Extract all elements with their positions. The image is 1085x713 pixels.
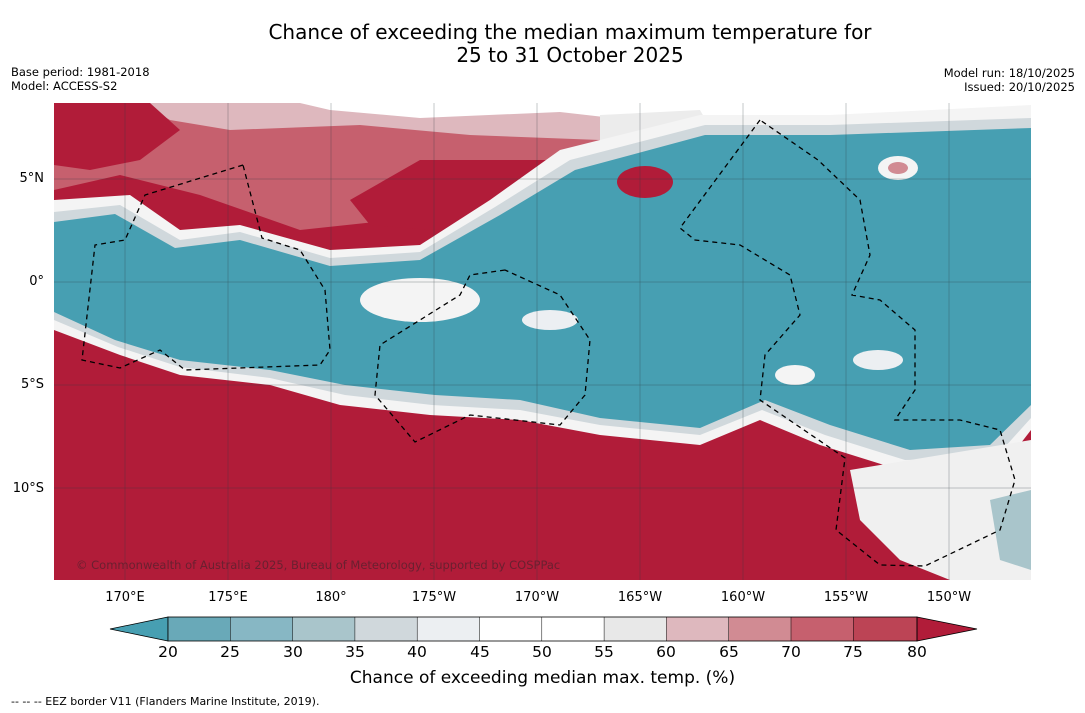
field-red-spot: [617, 166, 673, 198]
field-island-patch-4: [853, 350, 903, 370]
colorbar-outline: [167, 616, 918, 642]
colorbar-bin-40-45: [417, 617, 480, 641]
lon-label-170e: 170°E: [105, 590, 145, 605]
model-name: Model: ACCESS-S2: [11, 79, 118, 93]
title-line-1: Chance of exceeding the median maximum t…: [268, 20, 872, 44]
field-se-light: [850, 440, 1031, 580]
lon-label-170w: 170°W: [514, 590, 560, 605]
colorbar-tick-35: 35: [345, 643, 365, 661]
lon-label-175w: 175°W: [411, 590, 457, 605]
lat-label-0: 0°: [29, 274, 44, 289]
lon-label-150w: 150°W: [926, 590, 972, 605]
field-island-patch-5-core: [888, 162, 908, 174]
model-run: Model run: 18/10/2025: [943, 66, 1075, 80]
colorbar-low-arrow: [109, 616, 169, 642]
colorbar-tick-55: 55: [594, 643, 614, 661]
graticule: [54, 103, 1031, 580]
colorbar-tick-65: 65: [719, 643, 739, 661]
lat-label-5n: 5°N: [19, 171, 45, 186]
lon-label-175e: 175°E: [208, 590, 248, 605]
lon-label-160w: 160°W: [720, 590, 766, 605]
colorbar-tick-75: 75: [843, 643, 863, 661]
colorbar-bin-55-60: [604, 617, 667, 641]
lon-label-180: 180°: [315, 590, 347, 605]
lat-label-5s: 5°S: [20, 377, 44, 392]
colorbar-tick-70: 70: [781, 643, 801, 661]
field-island-patch-2: [522, 310, 578, 330]
base-period: Base period: 1981-2018: [11, 65, 150, 79]
colorbar-bin-35-40: [354, 617, 418, 641]
field-island-patch-1: [360, 278, 480, 322]
colorbar-bin-60-65: [666, 617, 729, 641]
colorbar: [109, 616, 978, 642]
colorbar-tick-40: 40: [407, 643, 427, 661]
chart-title: Chance of exceeding the median maximum t…: [0, 21, 1085, 67]
colorbar-tick-45: 45: [470, 643, 490, 661]
eez-border-west: [81, 164, 331, 371]
eez-borders: [81, 119, 1016, 567]
colorbar-high-arrow: [916, 616, 978, 642]
probability-field: © Commonwealth of Australia 2025, Bureau…: [54, 103, 1031, 580]
meta-right: Model run: 18/10/2025 Issued: 20/10/2025: [944, 66, 1075, 94]
lon-label-165w: 165°W: [617, 590, 663, 605]
colorbar-title: Chance of exceeding median max. temp. (%…: [349, 668, 736, 688]
colorbar-bin-25-30: [230, 617, 293, 641]
colorbar-tick-60: 60: [656, 643, 676, 661]
copyright-notice: © Commonwealth of Australia 2025, Bureau…: [76, 558, 560, 572]
colorbar-tick-30: 30: [283, 643, 303, 661]
lon-label-155w: 155°W: [823, 590, 869, 605]
lat-label-10s: 10°S: [12, 481, 44, 496]
colorbar-dividers: [230, 617, 854, 641]
colorbar-tick-80: 80: [907, 643, 927, 661]
meta-left: Base period: 1981-2018 Model: ACCESS-S2: [11, 65, 150, 93]
colorbar-tick-25: 25: [220, 643, 240, 661]
eez-legend-note: -- -- -- EEZ border V11 (Flanders Marine…: [11, 695, 320, 708]
issued-date: Issued: 20/10/2025: [964, 80, 1075, 94]
title-line-2: 25 to 31 October 2025: [456, 43, 684, 67]
colorbar-tick-50: 50: [532, 643, 552, 661]
eez-border-east: [679, 119, 1016, 567]
colorbar-bin-50-55: [541, 617, 605, 641]
colorbar-tick-20: 20: [158, 643, 178, 661]
colorbar-bin-30-35: [292, 617, 355, 641]
colorbar-bin-75-80: [853, 617, 917, 641]
colorbar-bin-20-25: [168, 617, 231, 641]
colorbar-bin-70-75: [791, 617, 854, 641]
colorbar-bin-65-70: [728, 617, 791, 641]
field-se-blue-tint: [990, 490, 1031, 570]
field-island-patch-3: [775, 365, 815, 385]
colorbar-bin-45-50: [479, 617, 542, 641]
field-nw-red-pocket: [54, 103, 180, 170]
